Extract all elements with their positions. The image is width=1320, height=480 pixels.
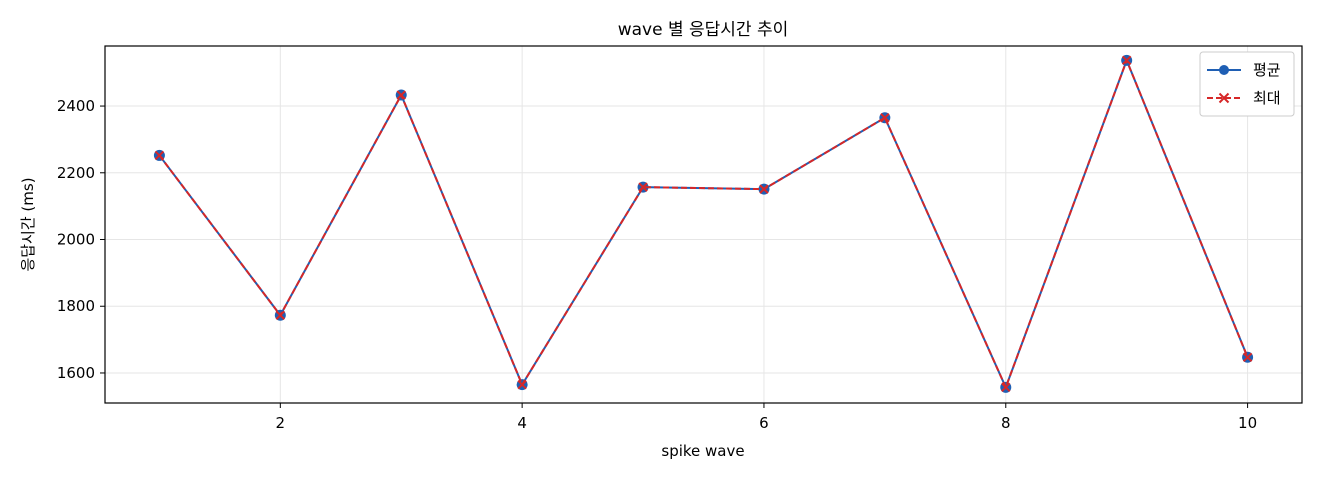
y-tick-label-1: 1800 — [57, 297, 95, 315]
y-tick-label-2: 2000 — [57, 231, 95, 249]
series-1-point-4 — [638, 182, 648, 192]
x-tick-label-0: 2 — [276, 414, 286, 432]
series-1-point-3 — [517, 379, 527, 390]
series-1-point-8 — [1121, 55, 1132, 66]
series-1-point-2 — [396, 90, 406, 100]
legend-label-avg: 평균 — [1253, 61, 1281, 79]
plot-area-frame — [104, 45, 1303, 404]
y-tick-label-3: 2200 — [57, 164, 95, 182]
legend-label-max: 최대 — [1253, 89, 1281, 107]
x-tick-label-1: 4 — [517, 414, 527, 432]
x-axis-title: spike wave — [661, 442, 744, 460]
series-1-point-1 — [275, 310, 286, 320]
series-1-point-7 — [1001, 382, 1011, 393]
series-1-point-6 — [880, 113, 890, 123]
series-layer — [153, 54, 1254, 393]
axis-ticks: 2 4 6 8 10 1600 1800 2000 2200 2400 — [57, 97, 1257, 432]
y-tick-label-4: 2400 — [57, 97, 95, 115]
series-1-point-9 — [1242, 352, 1253, 362]
legend: 평균 최대 — [1199, 51, 1295, 117]
series-1-point-5 — [759, 184, 769, 194]
x-tick-label-3: 8 — [1001, 414, 1011, 432]
chart-title: wave 별 응답시간 추이 — [618, 20, 789, 40]
x-tick-label-2: 6 — [759, 414, 769, 432]
grid-lines — [105, 46, 1302, 403]
legend-marker-avg — [1219, 65, 1229, 75]
x-tick-label-4: 10 — [1238, 414, 1257, 432]
series-line-1 — [158, 59, 1249, 389]
series-line-0 — [158, 59, 1249, 389]
series-1-point-0 — [154, 150, 165, 161]
y-axis-title: 응답시간 (ms) — [19, 177, 37, 271]
legend-marker-max — [1218, 92, 1230, 104]
y-tick-label-0: 1600 — [57, 364, 95, 382]
